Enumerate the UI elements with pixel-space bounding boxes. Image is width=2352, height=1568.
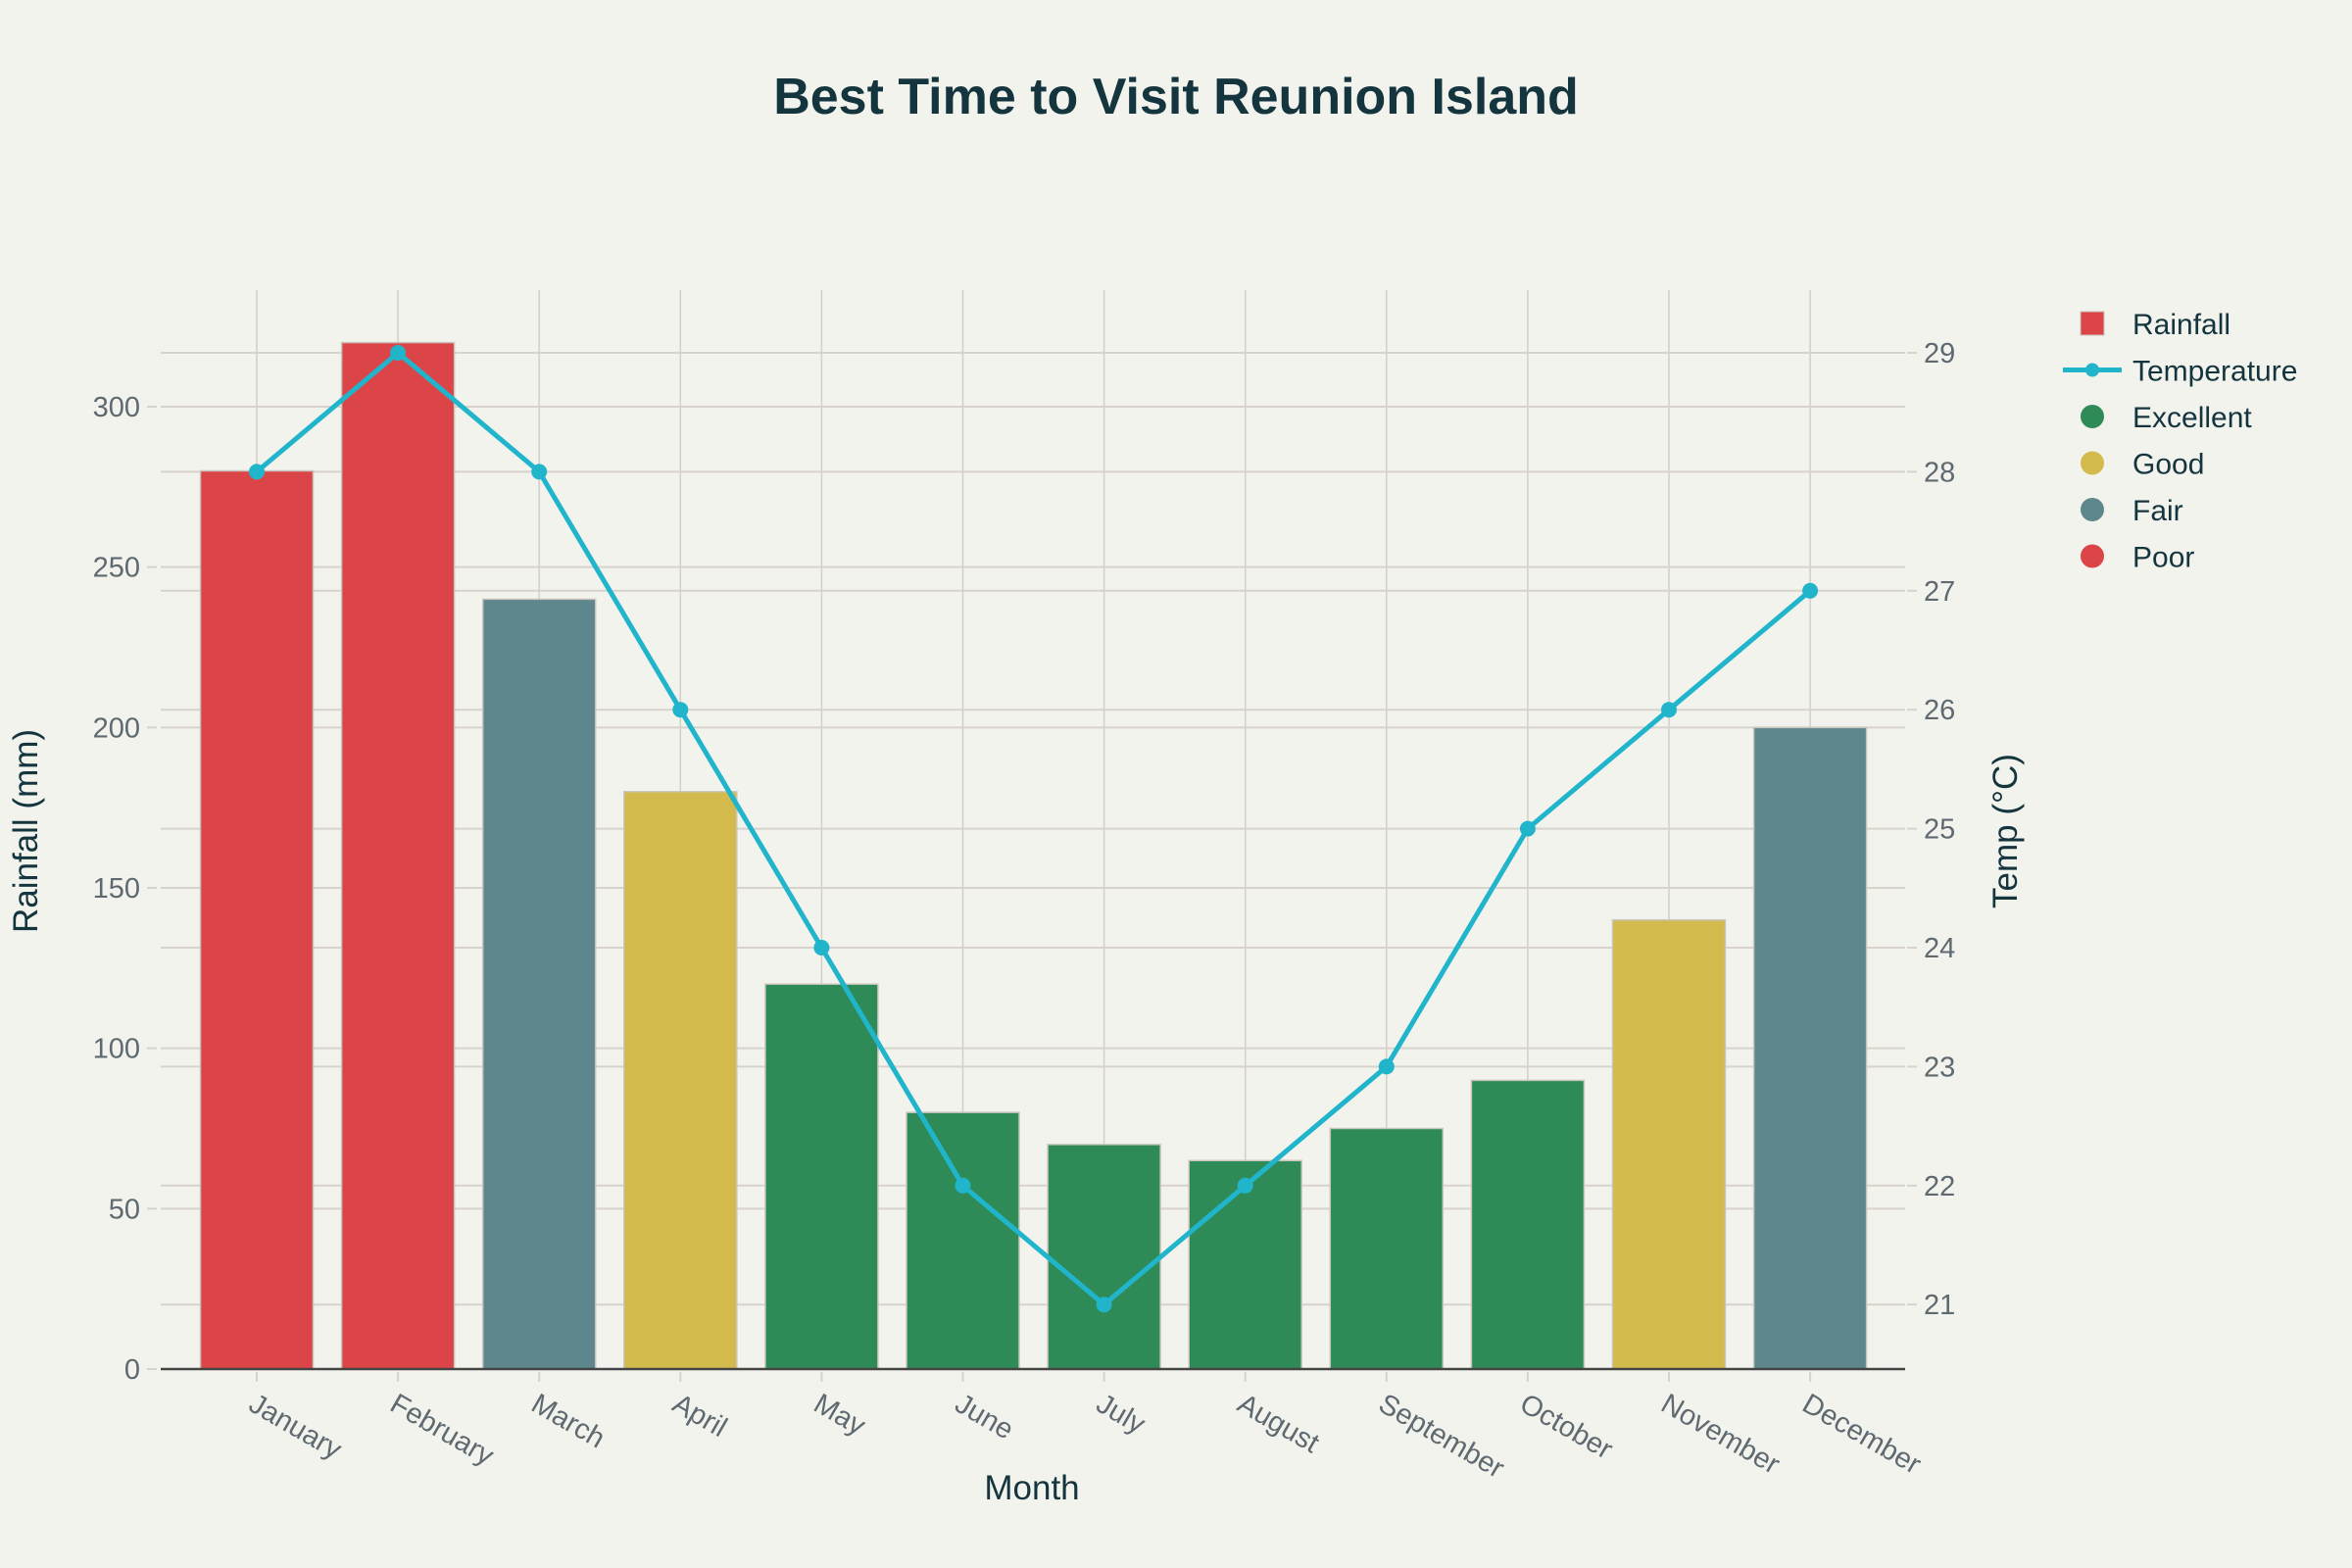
temperature-point[interactable] xyxy=(531,464,548,480)
bar-july[interactable] xyxy=(1047,1144,1161,1370)
y2-axis-title: Temp (°C) xyxy=(1986,754,2025,908)
legend-item-rainfall[interactable]: Rainfall xyxy=(2080,309,2230,341)
y2-tick-label: 21 xyxy=(1924,1290,1955,1321)
y2-tick-label: 28 xyxy=(1924,457,1955,488)
legend-label: Good xyxy=(2132,449,2204,481)
legend-circle-icon xyxy=(2081,451,2104,475)
y-tick-label: 50 xyxy=(109,1194,140,1225)
legend-label: Temperature xyxy=(2132,356,2297,388)
bar-october[interactable] xyxy=(1470,1079,1586,1370)
temperature-point[interactable] xyxy=(1661,702,1677,718)
legend-item-excellent[interactable]: Excellent xyxy=(2081,402,2252,434)
y2-tick-label: 25 xyxy=(1924,814,1955,846)
y-tick-label: 100 xyxy=(93,1034,140,1065)
legend-item-fair[interactable]: Fair xyxy=(2081,495,2183,527)
bar-june[interactable] xyxy=(906,1111,1020,1370)
legend-item-good[interactable]: Good xyxy=(2081,449,2204,481)
legend-label: Rainfall xyxy=(2132,309,2230,341)
temperature-point[interactable] xyxy=(672,702,689,718)
bar-april[interactable] xyxy=(623,791,738,1370)
bar-february[interactable] xyxy=(340,341,456,1370)
y2-tick-label: 29 xyxy=(1924,338,1955,369)
legend-circle-icon xyxy=(2081,544,2104,568)
y2-tick-label: 22 xyxy=(1924,1171,1955,1202)
legend-square-icon xyxy=(2080,311,2105,336)
y2-tick-label: 26 xyxy=(1924,695,1955,726)
bar-september[interactable] xyxy=(1329,1127,1445,1370)
temperature-polyline xyxy=(255,350,1812,1307)
temperature-point[interactable] xyxy=(1378,1058,1395,1075)
temperature-point[interactable] xyxy=(1237,1177,1253,1194)
y-tick-label: 200 xyxy=(93,712,140,744)
bar-december[interactable] xyxy=(1752,726,1868,1370)
temperature-point[interactable] xyxy=(955,1177,971,1194)
temperature-point[interactable] xyxy=(390,345,407,361)
temperature-point[interactable] xyxy=(249,464,265,480)
bar-january[interactable] xyxy=(199,469,315,1370)
legend-item-temperature[interactable]: Temperature xyxy=(2063,356,2297,388)
legend-item-poor[interactable]: Poor xyxy=(2081,542,2194,574)
y-tick-label: 150 xyxy=(93,873,140,905)
legend-label: Poor xyxy=(2132,542,2194,574)
temperature-point[interactable] xyxy=(1802,582,1819,599)
bar-november[interactable] xyxy=(1611,918,1727,1370)
temperature-line xyxy=(249,345,1819,1313)
y2-tick-label: 24 xyxy=(1924,933,1955,964)
chart-title: Best Time to Visit Reunion Island xyxy=(773,69,1579,125)
y2-tick-label: 27 xyxy=(1924,576,1955,608)
y2-axis-ticks: 21 22 23 24 25 26 27 28 29 xyxy=(1907,338,1955,1321)
bar-august[interactable] xyxy=(1188,1159,1302,1370)
y-axis-ticks: 0 50 100 150 200 250 300 xyxy=(93,392,157,1386)
legend-marker-icon xyxy=(2085,363,2099,377)
y2-tick-label: 23 xyxy=(1924,1052,1955,1083)
bar-may[interactable] xyxy=(764,983,879,1370)
y-axis-title: Rainfall (mm) xyxy=(7,729,45,933)
y-tick-label: 250 xyxy=(93,553,140,584)
y-tick-label: 0 xyxy=(124,1354,140,1386)
rainfall-bars xyxy=(199,341,1868,1370)
bar-march[interactable] xyxy=(481,598,597,1370)
temperature-point[interactable] xyxy=(1519,820,1536,837)
legend-circle-icon xyxy=(2081,498,2104,521)
temperature-point[interactable] xyxy=(813,940,830,956)
legend-circle-icon xyxy=(2081,405,2104,428)
legend-label: Excellent xyxy=(2132,402,2252,434)
temperature-point[interactable] xyxy=(1096,1297,1112,1313)
legend: Rainfall Temperature Excellent Good Fair Poor xyxy=(2063,309,2297,574)
legend-label: Fair xyxy=(2132,495,2183,527)
y-tick-label: 300 xyxy=(93,392,140,423)
x-axis-title: Month xyxy=(984,1469,1079,1507)
